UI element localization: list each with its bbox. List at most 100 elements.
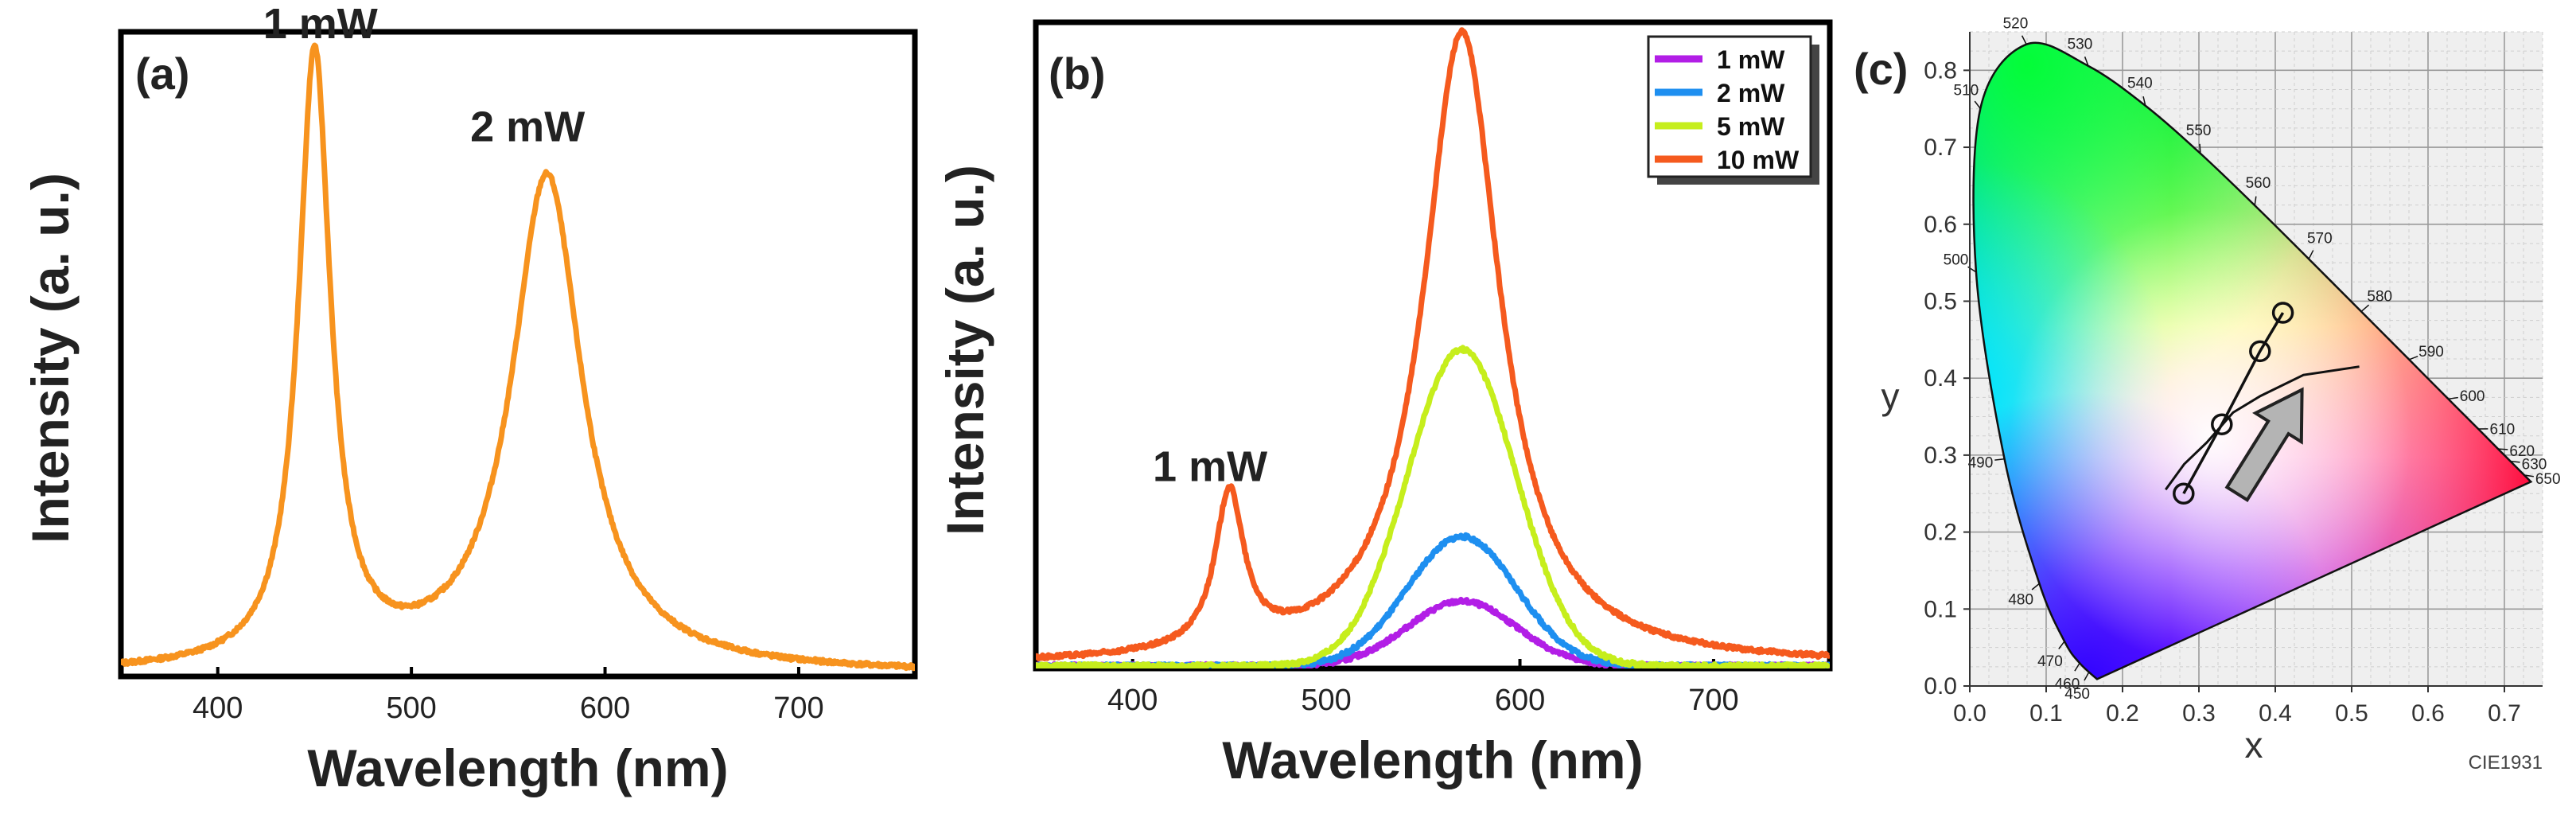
wavelength-label-520: 520 — [2003, 16, 2029, 33]
wavelength-tick-560 — [2254, 196, 2257, 206]
annotation-b-1: 1 mW — [1153, 443, 1267, 491]
wavelength-tick-530 — [2084, 57, 2089, 66]
legend-label-10mw: 10 mW — [1717, 146, 1800, 174]
wavelength-tick-510 — [1974, 100, 1982, 110]
wavelength-label-470: 470 — [2037, 653, 2063, 670]
spectral-locus — [1972, 41, 2533, 680]
chromaticity-point-4 — [2271, 302, 2294, 324]
x-axis-label-c: x — [2245, 724, 2263, 766]
wavelength-tick-600 — [2448, 396, 2458, 400]
legend-label-5mw: 5 mW — [1717, 112, 1785, 141]
cie-y-tick-label-0.2: 0.2 — [1924, 520, 1957, 546]
cie-y-tick-label-0.5: 0.5 — [1924, 288, 1957, 314]
wavelength-label-460: 460 — [2055, 676, 2080, 692]
wavelength-tick-620 — [2498, 448, 2508, 450]
x-tick-label-b-500: 500 — [1301, 684, 1351, 717]
cie-x-tick-label-0.2: 0.2 — [2106, 700, 2139, 727]
cie-y-tick-label-0.3: 0.3 — [1924, 442, 1957, 469]
wavelength-tick-490 — [1994, 458, 2005, 461]
spectrum-line-b-5mw — [1036, 345, 1830, 668]
planckian-locus — [2164, 365, 2360, 491]
wavelength-label-630: 630 — [2522, 457, 2547, 474]
wavelength-tick-540 — [2142, 95, 2146, 107]
panel-label-a: (a) — [135, 49, 189, 99]
x-tick-label-a-700: 700 — [773, 692, 823, 725]
chromaticity-point-2 — [2211, 413, 2233, 435]
y-axis-label-a: Intensity (a. u.) — [21, 173, 80, 544]
cie-caption: CIE1931 — [2469, 752, 2543, 774]
cie-x-tick-label-0.0: 0.0 — [1953, 700, 1986, 727]
annotation-a-2: 2 mW — [470, 103, 585, 151]
x-axis-label-a: Wavelength (nm) — [307, 739, 728, 797]
cie-x-tick-label-0.3: 0.3 — [2182, 700, 2216, 727]
x-axis-label-b: Wavelength (nm) — [1222, 731, 1643, 789]
x-tick-label-a-600: 600 — [580, 692, 630, 725]
x-tick-label-a-500: 500 — [386, 692, 436, 725]
cie-y-tick-label-0.8: 0.8 — [1924, 57, 1957, 84]
legend-b: 1 mW 2 mW 5 mW 10 mW — [1647, 35, 1819, 185]
cie-y-tick-label-0.4: 0.4 — [1924, 365, 1957, 392]
wavelength-label-510: 510 — [1954, 83, 1979, 99]
wavelength-label-490: 490 — [1968, 454, 1994, 471]
cie-x-tick-label-0.4: 0.4 — [2259, 700, 2292, 727]
cie-y-tick-label-0.7: 0.7 — [1924, 134, 1957, 161]
wavelength-tick-450 — [2084, 672, 2090, 681]
panel-a: 400 500 600 700 (a) 1 mW 2 mW Wavelength (n… — [21, 0, 918, 797]
legend-label-1mw: 1 mW — [1717, 45, 1785, 74]
spectrum-line-b-10mw — [1036, 27, 1830, 662]
panel-label-b: (b) — [1049, 49, 1106, 99]
wavelength-label-610: 610 — [2490, 422, 2516, 438]
spectrum-line-a-spectrum — [121, 42, 915, 672]
series-group-a — [121, 42, 915, 672]
annotation-a-1: 1 mW — [263, 0, 378, 48]
wavelength-label-580: 580 — [2367, 289, 2392, 306]
wavelength-label-530: 530 — [2068, 36, 2093, 53]
y-axis-label-c: y — [1881, 376, 1900, 417]
wavelength-label-450: 450 — [2064, 686, 2090, 703]
wavelength-tick-460 — [2074, 662, 2080, 672]
wavelength-label-480: 480 — [2008, 591, 2033, 608]
shift-arrow — [2224, 387, 2304, 502]
wavelength-tick-480 — [2031, 583, 2040, 590]
panel-label-c: (c) — [1854, 44, 1908, 94]
cie-y-tick-label-0.1: 0.1 — [1924, 596, 1957, 622]
cie-y-tick-label-0.0: 0.0 — [1924, 673, 1957, 700]
cie-x-tick-label-0.7: 0.7 — [2488, 700, 2521, 727]
wavelength-label-650: 650 — [2535, 471, 2561, 488]
wavelength-tick-580 — [2360, 304, 2370, 312]
wavelength-tick-520 — [2021, 35, 2027, 45]
cie-y-tick-label-0.6: 0.6 — [1924, 212, 1957, 238]
wavelength-tick-590 — [2408, 355, 2418, 361]
wavelength-label-620: 620 — [2509, 443, 2535, 460]
cie-x-tick-label-0.1: 0.1 — [2029, 700, 2063, 727]
wavelength-label-590: 590 — [2418, 344, 2444, 361]
wavelength-label-600: 600 — [2460, 388, 2485, 405]
wavelength-label-550: 550 — [2186, 123, 2212, 139]
plot-frame-a — [118, 29, 918, 680]
y-axis-label-b: Intensity (a. u.) — [936, 165, 994, 536]
wavelength-label-540: 540 — [2127, 76, 2153, 92]
wavelength-tick-570 — [2308, 250, 2314, 259]
series-group-b — [1036, 27, 1830, 668]
chromaticity-point-1 — [2173, 482, 2195, 505]
x-tick-label-b-400: 400 — [1107, 684, 1158, 717]
wavelength-tick-470 — [2058, 641, 2065, 649]
wavelength-tick-650 — [2523, 474, 2534, 477]
wavelength-label-500: 500 — [1944, 251, 1969, 268]
chromaticity-points — [2173, 302, 2294, 505]
wavelength-label-570: 570 — [2307, 231, 2333, 248]
legend-label-2mw: 2 mW — [1717, 79, 1785, 107]
panel-b: 400 500 600 700 (b) 1 mW Wavelength (nm) In… — [936, 19, 1833, 789]
x-tick-label-b-700: 700 — [1688, 684, 1738, 717]
cie-ticks: 0.0 0.1 0.2 0.3 0.4 0.5 0.6 0.7 0.0 0.1 0.2 0.3 0.4 0… — [1924, 57, 2521, 727]
x-tick-label-b-600: 600 — [1495, 684, 1545, 717]
wavelength-label-560: 560 — [2246, 175, 2271, 192]
x-ticks-a: 400 500 600 700 — [193, 667, 824, 725]
chromaticity-trend-line — [2182, 312, 2285, 495]
x-tick-label-a-400: 400 — [193, 692, 243, 725]
chromaticity-point-3 — [2249, 340, 2271, 363]
cie-x-tick-label-0.6: 0.6 — [2411, 700, 2445, 727]
